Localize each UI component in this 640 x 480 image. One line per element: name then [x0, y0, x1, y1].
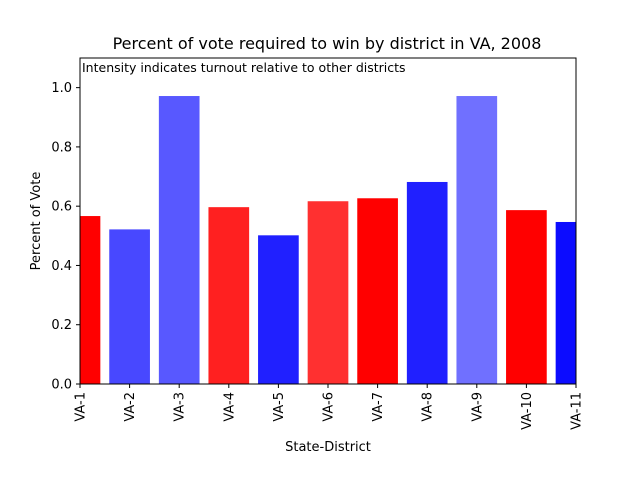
turnout-annotation: Intensity indicates turnout relative to …	[82, 60, 406, 75]
x-tick-label: VA-11	[570, 392, 585, 430]
bar-va-1	[80, 216, 101, 384]
x-tick-label: VA-1	[74, 392, 89, 422]
bar-va-2	[109, 229, 150, 384]
x-axis-label: State-District	[285, 440, 371, 455]
plot-area: 0.0 0.2 0.4 0.6 0.8 1.0 VA-1 VA-2 VA-3 VA-4 VA-5 VA…	[51, 57, 585, 430]
x-tick-label: VA-3	[173, 392, 188, 422]
y-tick-label: 0.8	[51, 140, 72, 155]
x-tick-label: VA-7	[371, 392, 386, 422]
y-tick-label: 0.2	[51, 318, 72, 333]
bar-va-9	[456, 96, 498, 384]
plot-frame	[79, 57, 577, 385]
bar-va-3	[158, 96, 200, 384]
y-tick-label: 1.0	[51, 81, 72, 96]
y-axis-label: Percent of Vote	[29, 172, 44, 271]
x-tick-label: VA-5	[272, 392, 287, 422]
y-tick-label: 0.6	[51, 200, 72, 215]
bar-va-7	[357, 198, 398, 384]
bar-va-8	[406, 181, 448, 384]
chart-title: Percent of vote required to win by distr…	[113, 34, 542, 53]
bar-va-6	[307, 201, 349, 384]
x-tick-label: VA-6	[322, 392, 337, 422]
y-tick-label: 0.4	[51, 259, 72, 274]
x-tick-label: VA-4	[222, 392, 237, 422]
x-tick-label: VA-9	[470, 392, 485, 422]
bars-group	[80, 96, 576, 384]
y-tick-label: 0.0	[51, 378, 72, 393]
bar-va-10	[506, 210, 547, 384]
x-tick-label: VA-10	[520, 392, 535, 430]
bar-va-4	[208, 207, 250, 384]
bar-va-5	[258, 235, 299, 384]
x-tick-label: VA-8	[421, 392, 436, 422]
x-tick-label: VA-2	[123, 392, 138, 422]
